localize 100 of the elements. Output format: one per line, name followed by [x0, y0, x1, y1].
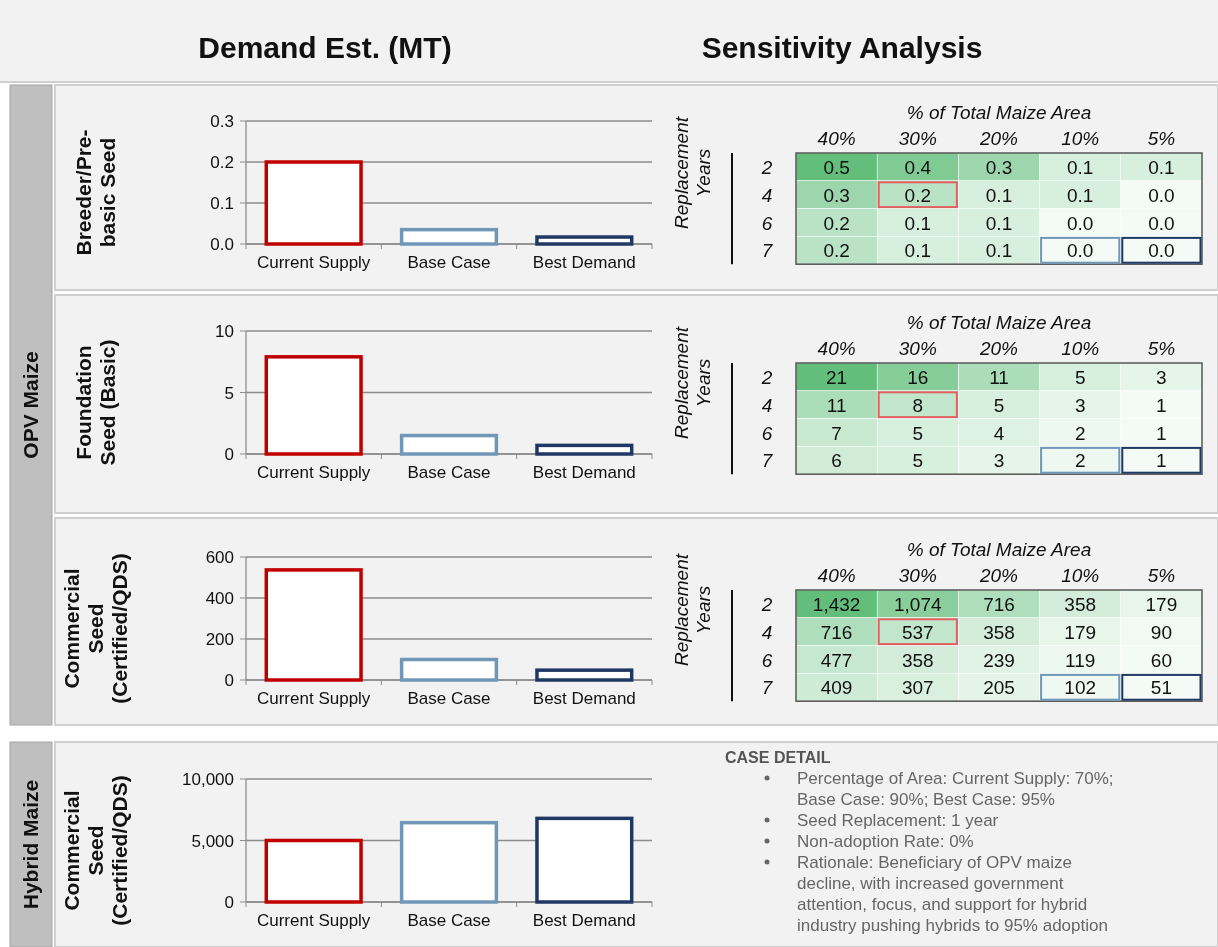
data-label: 205: [983, 677, 1015, 699]
x-tick-label: Best Demand: [532, 689, 636, 708]
data-label: 0.4: [904, 156, 932, 178]
x-axis-title: % of Total Maize Area: [906, 102, 1092, 123]
x-axis-title: % of Total Maize Area: [906, 539, 1092, 560]
data-label: 8: [912, 394, 924, 416]
data-label: 2: [1074, 422, 1086, 444]
y-axis-title: Replacement Years: [670, 553, 714, 666]
y-tick-label: 400: [205, 589, 234, 608]
y-tick-label: 0: [224, 893, 234, 912]
data-label: 1,074: [894, 593, 943, 615]
x-tick-label: 20%: [978, 128, 1019, 149]
y-tick-label: 6: [761, 422, 773, 444]
y-tick-label: 10: [215, 322, 234, 341]
data-label: 3: [1156, 366, 1167, 388]
data-label: 0.0: [1066, 240, 1094, 262]
data-label: 5: [993, 394, 1005, 416]
data-label: 0.1: [985, 212, 1013, 234]
y-tick-label: 0.3: [210, 112, 234, 131]
y-tick-label: 6: [761, 212, 773, 234]
chart-title: Demand Est. (MT): [198, 31, 452, 64]
y-tick-label: 0: [224, 671, 234, 690]
data-label: 119: [1065, 649, 1096, 671]
text: Seed Replacement: 1 year: [797, 811, 999, 830]
x-tick-label: 30%: [898, 128, 937, 149]
y-tick-label: 7: [761, 677, 774, 699]
y-tick-label: 600: [205, 548, 234, 567]
data-label: 477: [820, 649, 853, 671]
data-label: 0.1: [1148, 156, 1175, 178]
y-axis-title: Replacement Years: [670, 116, 714, 229]
y-tick-label: 0: [224, 445, 234, 464]
x-tick-label: 10%: [1061, 338, 1100, 359]
chart-title: Sensitivity Analysis: [701, 31, 983, 64]
text: Non-adoption Rate: 0%: [797, 832, 974, 851]
x-tick-label: Best Demand: [532, 911, 636, 930]
data-label: 0.1: [1066, 156, 1094, 178]
data-label: 358: [901, 649, 934, 671]
data-label: 716: [983, 593, 1015, 615]
data-label: 537: [901, 621, 934, 643]
data-label: 0.0: [1148, 184, 1175, 206]
data-label: 358: [983, 621, 1015, 643]
data-label: 102: [1064, 677, 1097, 699]
data-label: 6: [831, 450, 842, 472]
x-tick-label: Current Supply: [256, 911, 371, 930]
data-label: 21: [826, 366, 848, 388]
x-tick-label: Base Case: [407, 463, 491, 482]
x-tick-label: 10%: [1061, 128, 1100, 149]
y-tick-label: 7: [761, 450, 774, 472]
data-label: 0.1: [985, 240, 1013, 262]
data-label: 16: [907, 366, 929, 388]
y-axis-title: Commercial Seed (Certified/QDS): [60, 553, 132, 704]
data-label: 0.3: [823, 184, 850, 206]
text: CASE DETAIL: [725, 749, 831, 766]
x-tick-label: 5%: [1147, 338, 1176, 359]
text: Rationale: Beneficiary of OPV maize decline, with increased government attention, focus, and support for hybrid industry pushing hybrids to 95% adoption: [797, 853, 1108, 935]
data-label: 0.2: [823, 240, 850, 262]
x-tick-label: 5%: [1147, 128, 1176, 149]
y-tick-label: 2: [760, 593, 773, 615]
data-label: 0.1: [1066, 184, 1094, 206]
text: Percentage of Area: Current Supply: 70%; Base Case: 90%; Best Case: 95%: [797, 769, 1114, 809]
y-tick-label: 5,000: [191, 831, 234, 851]
x-tick-label: 40%: [817, 128, 856, 149]
y-tick-label: 4: [761, 394, 773, 416]
y-tick-label: 6: [761, 649, 773, 671]
data-label: 60: [1150, 649, 1172, 671]
y-tick-label: 0.2: [210, 153, 234, 172]
data-label: 3: [1074, 394, 1086, 416]
y-tick-label: 7: [761, 240, 774, 262]
y-tick-label: 200: [205, 630, 234, 649]
x-tick-label: 30%: [898, 565, 937, 586]
x-tick-label: Base Case: [407, 911, 491, 930]
data-label: 7: [831, 422, 842, 444]
data-label: 358: [1064, 593, 1097, 615]
data-label: 716: [820, 621, 853, 643]
data-label: 3: [993, 450, 1005, 472]
text: Hybrid Maize: [19, 779, 42, 910]
x-tick-label: Base Case: [407, 253, 491, 272]
data-label: 4: [993, 422, 1005, 444]
x-tick-label: 40%: [817, 565, 856, 586]
x-tick-label: Current Supply: [256, 689, 371, 708]
x-tick-label: Current Supply: [256, 253, 371, 272]
x-tick-label: Base Case: [407, 689, 491, 708]
y-tick-label: 5: [224, 383, 234, 403]
data-label: 1,432: [812, 593, 861, 615]
data-label: 0.0: [1066, 212, 1094, 234]
data-label: 409: [820, 677, 853, 699]
y-axis-title: Breeder/Pre-basic Seed: [72, 129, 120, 256]
y-tick-label: 4: [761, 184, 773, 206]
data-label: 179: [1145, 593, 1178, 615]
data-label: 0.2: [823, 212, 850, 234]
y-axis-title: Foundation Seed (Basic): [72, 339, 120, 466]
data-label: 51: [1150, 677, 1172, 699]
text: OPV Maize: [19, 351, 42, 459]
y-tick-label: 0.0: [210, 235, 234, 254]
data-label: 0.0: [1148, 240, 1175, 262]
data-label: 179: [1064, 621, 1097, 643]
y-tick-label: 10,000: [182, 770, 234, 789]
data-label: 1: [1156, 394, 1167, 416]
y-tick-label: 2: [760, 156, 773, 178]
x-tick-label: Current Supply: [256, 463, 371, 482]
